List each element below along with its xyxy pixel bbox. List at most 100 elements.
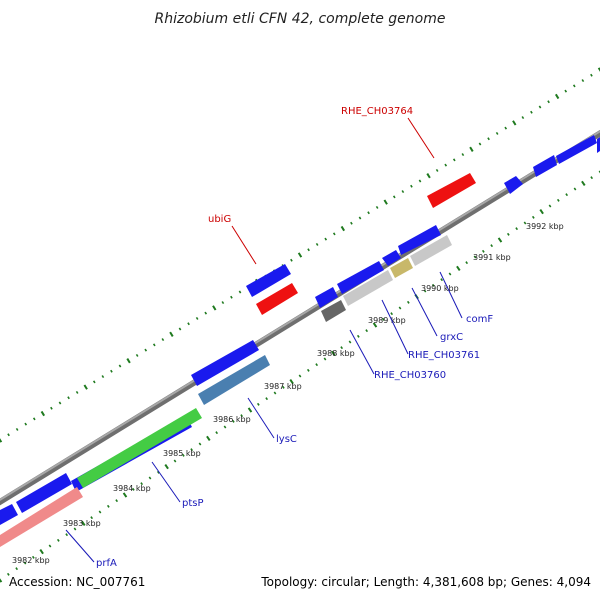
gene-forward-segment[interactable] — [597, 137, 600, 153]
tick-mark — [530, 110, 533, 114]
tick-mark — [581, 79, 585, 83]
tick-mark — [372, 322, 378, 328]
outer-tick-ring — [0, 67, 600, 443]
tick-mark — [348, 340, 352, 344]
tick-mark — [487, 137, 490, 141]
tick-mark — [375, 205, 379, 209]
gene-forward-segment[interactable] — [315, 287, 338, 308]
tick-mark — [590, 73, 593, 77]
tick-mark — [65, 533, 69, 537]
forward-strand-genes — [0, 135, 600, 525]
gene-label-RHE_CH03764[interactable]: RHE_CH03764 — [341, 106, 413, 117]
tick-mark — [140, 482, 144, 486]
gene-label-prfA[interactable]: prfA — [96, 558, 117, 569]
tick-mark — [565, 193, 569, 197]
gene-label-grxC[interactable]: grxC — [440, 332, 463, 343]
tick-mark — [90, 516, 94, 520]
tick-mark — [554, 93, 560, 100]
tick-mark — [265, 397, 269, 401]
tick-mark — [597, 67, 600, 72]
tick-mark — [497, 237, 503, 243]
tick-label: 3991 kbp — [473, 253, 511, 262]
tick-mark — [156, 470, 160, 474]
tick-mark — [358, 216, 362, 220]
tick-mark — [350, 221, 353, 225]
gene-prfA[interactable] — [0, 487, 83, 547]
gene-forward-segment[interactable] — [191, 340, 259, 386]
tick-mark — [73, 527, 77, 531]
gene-forward-segment[interactable] — [337, 261, 384, 294]
tick-mark — [126, 358, 131, 364]
tick-mark — [356, 334, 360, 338]
tick-mark — [448, 272, 452, 276]
genome-summary-text: Topology: circular; Length: 4,381,608 bp… — [260, 575, 591, 589]
gene-grxC[interactable] — [390, 258, 413, 278]
tick-label: 3992 kbp — [526, 222, 564, 231]
gene-ptsP[interactable] — [77, 408, 202, 488]
tick-mark — [221, 301, 225, 305]
tick-mark — [115, 499, 119, 503]
gene-RHE_CH03764[interactable] — [427, 173, 476, 208]
gene-ubiG[interactable] — [246, 264, 291, 297]
tick-mark — [24, 422, 28, 426]
tick-mark — [144, 348, 148, 352]
tick-mark — [273, 391, 277, 395]
tick-mark — [7, 433, 10, 437]
gene-forward-segment[interactable] — [556, 135, 597, 164]
tick-mark — [367, 211, 370, 215]
gene-forward-segment[interactable] — [16, 473, 72, 513]
scale-labels: 3982 kbp 3983 kbp 3984 kbp 3985 kbp 3986… — [12, 222, 564, 565]
tick-mark — [15, 567, 19, 571]
tick-mark — [410, 184, 413, 188]
gene-forward-segment[interactable] — [398, 225, 441, 255]
tick-label: 3983 kbp — [63, 519, 101, 528]
tick-mark — [187, 322, 190, 326]
tick-mark — [173, 459, 177, 463]
tick-label: 3984 kbp — [113, 484, 151, 493]
tick-mark — [198, 442, 202, 446]
gene-lysC[interactable] — [198, 355, 270, 405]
tick-mark — [240, 414, 244, 418]
tick-mark — [392, 195, 396, 199]
gene-label-ubiG[interactable]: ubiG — [208, 214, 231, 225]
tick-mark — [0, 578, 3, 583]
tick-mark — [307, 248, 310, 252]
gene-forward-segment[interactable] — [382, 250, 401, 266]
gene-forward-segment[interactable] — [504, 176, 523, 194]
gene-RHE_CH03761[interactable] — [343, 270, 393, 306]
tick-mark — [83, 384, 88, 390]
gene-label-comF[interactable]: comF — [466, 314, 493, 325]
tick-mark — [401, 190, 405, 194]
tick-mark — [306, 368, 310, 372]
tick-label: 3982 kbp — [12, 556, 50, 565]
tick-mark — [323, 357, 327, 361]
tick-mark — [481, 249, 485, 253]
gene-reverse-segment[interactable] — [256, 283, 298, 315]
tick-label: 3988 kbp — [317, 349, 355, 358]
tick-mark — [465, 261, 469, 265]
tick-mark — [423, 289, 427, 293]
leader-line-RHE_CH03761 — [381, 299, 409, 355]
tick-mark — [135, 353, 139, 357]
tick-label: 3986 kbp — [213, 415, 251, 424]
tick-mark — [538, 105, 542, 109]
gene-comF[interactable] — [410, 235, 452, 266]
gene-RHE_CH03760[interactable] — [321, 300, 346, 322]
gene-label-RHE_CH03760[interactable]: RHE_CH03760 — [374, 370, 446, 381]
tick-mark — [39, 549, 44, 555]
tick-mark — [440, 278, 444, 282]
gene-label-RHE_CH03761[interactable]: RHE_CH03761 — [408, 350, 480, 361]
gene-label-lysC[interactable]: lysC — [276, 434, 297, 445]
tick-mark — [556, 198, 560, 202]
gene-label-ptsP[interactable]: ptsP — [182, 498, 204, 509]
reverse-strand-genes — [0, 173, 476, 547]
tick-mark — [223, 425, 227, 429]
gene-forward-segment[interactable] — [533, 155, 557, 177]
tick-mark — [15, 427, 19, 431]
tick-mark — [181, 453, 185, 457]
tick-mark — [92, 380, 96, 384]
tick-label: 3987 kbp — [264, 382, 302, 391]
gene-forward-segment[interactable] — [0, 504, 18, 525]
tick-mark — [490, 244, 494, 248]
tick-mark — [332, 232, 336, 236]
